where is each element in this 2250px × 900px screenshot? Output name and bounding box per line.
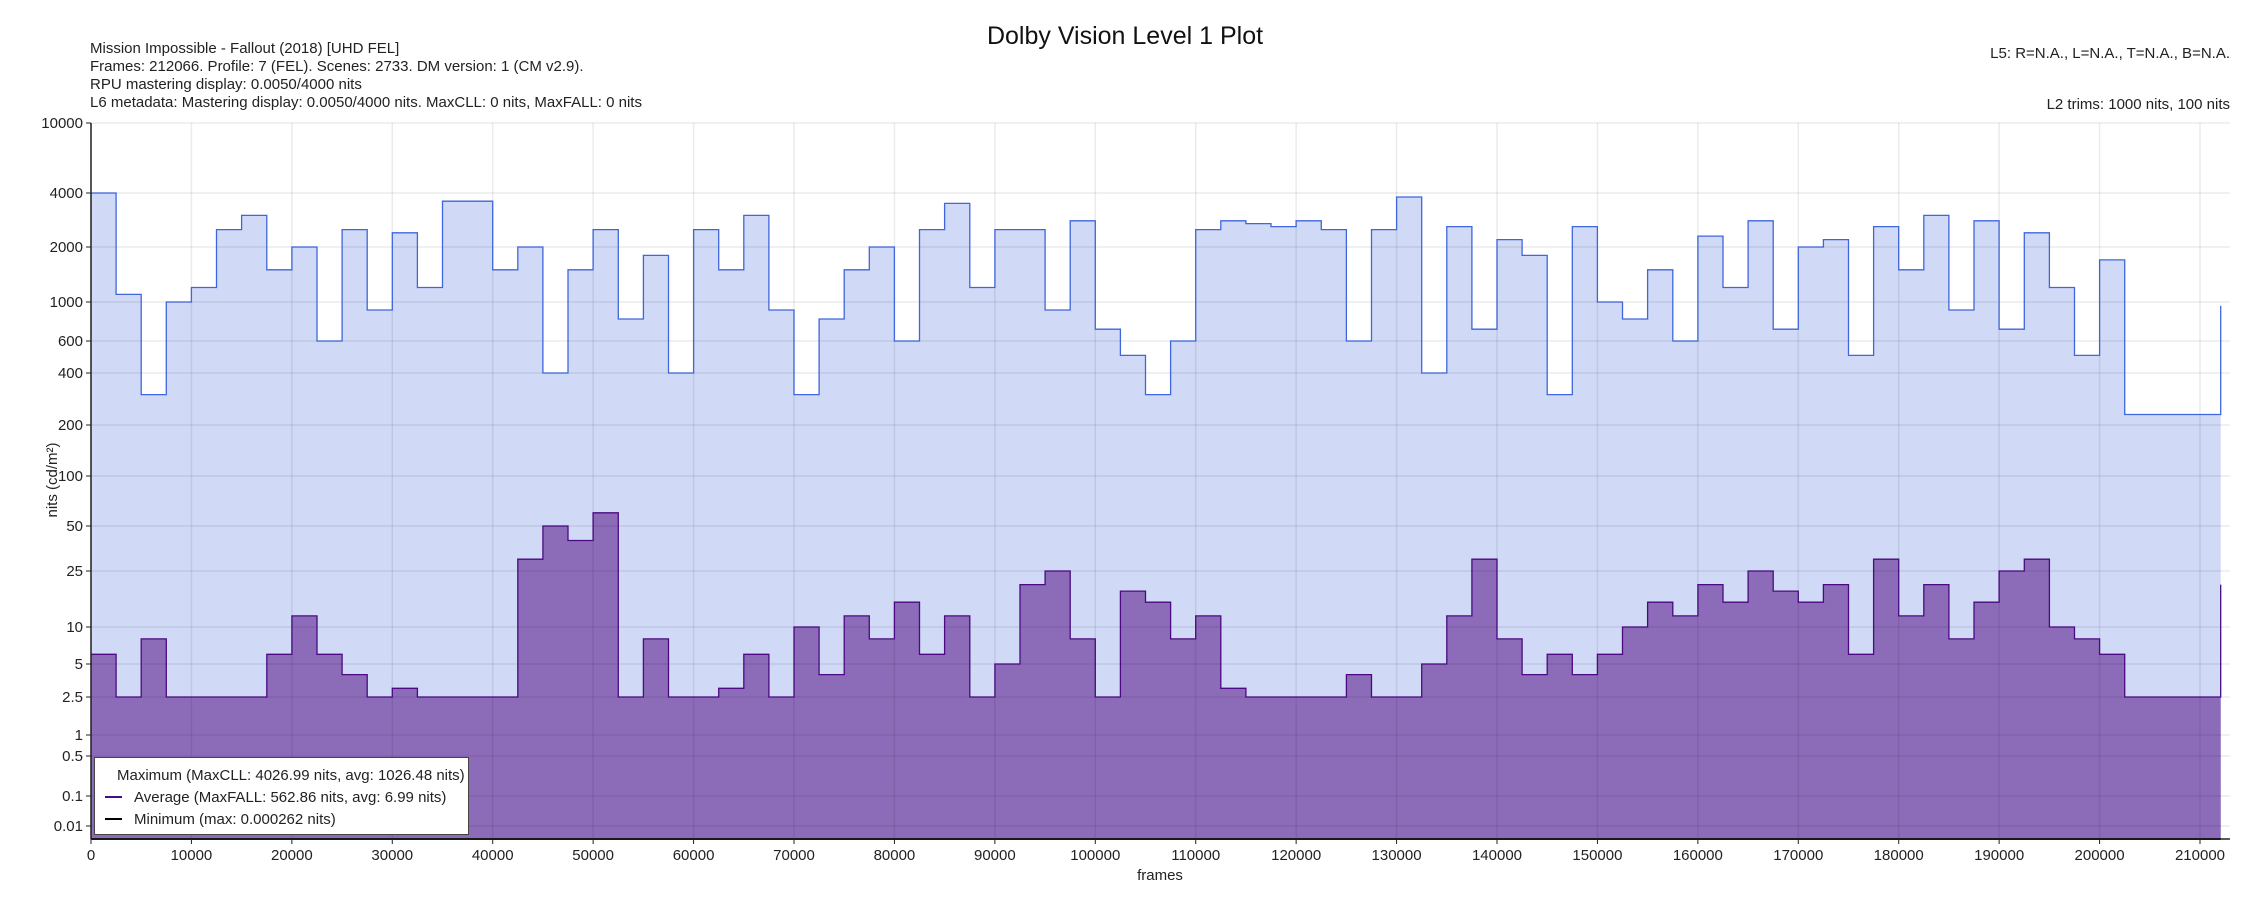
x-axis-label: frames [1137, 867, 1183, 884]
x-tick-label: 60000 [673, 847, 715, 864]
legend-item-minimum: Minimum (max: 0.000262 nits) [105, 808, 458, 830]
y-tick-label: 1 [75, 727, 83, 744]
y-tick-label: 10 [66, 619, 83, 636]
info-l5: L5: R=N.A., L=N.A., T=N.A., B=N.A. [1990, 45, 2230, 62]
x-tick-label: 0 [87, 847, 95, 864]
x-tick-label: 100000 [1070, 847, 1120, 864]
y-tick-label: 200 [58, 417, 83, 434]
x-tick-label: 70000 [773, 847, 815, 864]
x-tick-label: 40000 [472, 847, 514, 864]
x-tick-label: 160000 [1673, 847, 1723, 864]
x-tick-label: 110000 [1171, 847, 1220, 864]
y-tick-label: 10000 [41, 115, 83, 132]
legend: Maximum (MaxCLL: 4026.99 nits, avg: 1026… [94, 757, 469, 835]
legend-item-average: Average (MaxFALL: 562.86 nits, avg: 6.99… [105, 786, 458, 808]
y-tick-label: 0.01 [54, 818, 83, 835]
legend-swatch [105, 796, 122, 798]
info-rpu: RPU mastering display: 0.0050/4000 nits [90, 76, 362, 93]
legend-label: Average (MaxFALL: 562.86 nits, avg: 6.99… [134, 788, 447, 806]
y-tick-label: 0.1 [62, 788, 83, 805]
x-tick-label: 190000 [1974, 847, 2024, 864]
x-tick-label: 210000 [2175, 847, 2225, 864]
y-tick-label: 2000 [50, 239, 83, 256]
legend-label: Maximum (MaxCLL: 4026.99 nits, avg: 1026… [117, 766, 465, 784]
y-tick-label: 0.5 [62, 748, 83, 765]
y-tick-label: 25 [66, 563, 83, 580]
x-tick-label: 50000 [572, 847, 614, 864]
info-title: Mission Impossible - Fallout (2018) [UHD… [90, 40, 400, 57]
average-line [91, 512, 2222, 698]
x-tick-label: 80000 [874, 847, 916, 864]
maximum-line [91, 192, 2222, 416]
x-tick-label: 30000 [371, 847, 413, 864]
legend-item-maximum: Maximum (MaxCLL: 4026.99 nits, avg: 1026… [105, 764, 465, 786]
legend-swatch [105, 818, 122, 820]
x-tick-label: 120000 [1271, 847, 1321, 864]
y-tick-label: 1000 [50, 294, 83, 311]
chart-title: Dolby Vision Level 1 Plot [986, 22, 1264, 50]
average-area [91, 512, 2221, 839]
x-tick-label: 10000 [171, 847, 213, 864]
x-tick-label: 150000 [1572, 847, 1622, 864]
y-tick-label: 4000 [50, 185, 83, 202]
info-l6: L6 metadata: Mastering display: 0.0050/4… [90, 94, 642, 111]
y-tick-label: 5 [75, 656, 83, 673]
y-tick-label: 400 [58, 365, 83, 382]
x-tick-label: 130000 [1372, 847, 1422, 864]
x-tick-label: 90000 [974, 847, 1016, 864]
x-tick-label: 20000 [271, 847, 313, 864]
y-tick-label: 50 [66, 518, 83, 535]
x-tick-label: 140000 [1472, 847, 1522, 864]
x-tick-label: 180000 [1874, 847, 1924, 864]
y-tick-label: 600 [58, 333, 83, 350]
info-l2: L2 trims: 1000 nits, 100 nits [2046, 96, 2230, 113]
info-frames: Frames: 212066. Profile: 7 (FEL). Scenes… [90, 58, 584, 75]
y-tick-label: 100 [58, 468, 83, 485]
legend-label: Minimum (max: 0.000262 nits) [134, 810, 336, 828]
x-tick-label: 170000 [1773, 847, 1823, 864]
y-tick-label: 2.5 [62, 689, 83, 706]
x-tick-label: 200000 [2075, 847, 2125, 864]
y-axis-label: nits (cd/m²) [44, 442, 61, 517]
